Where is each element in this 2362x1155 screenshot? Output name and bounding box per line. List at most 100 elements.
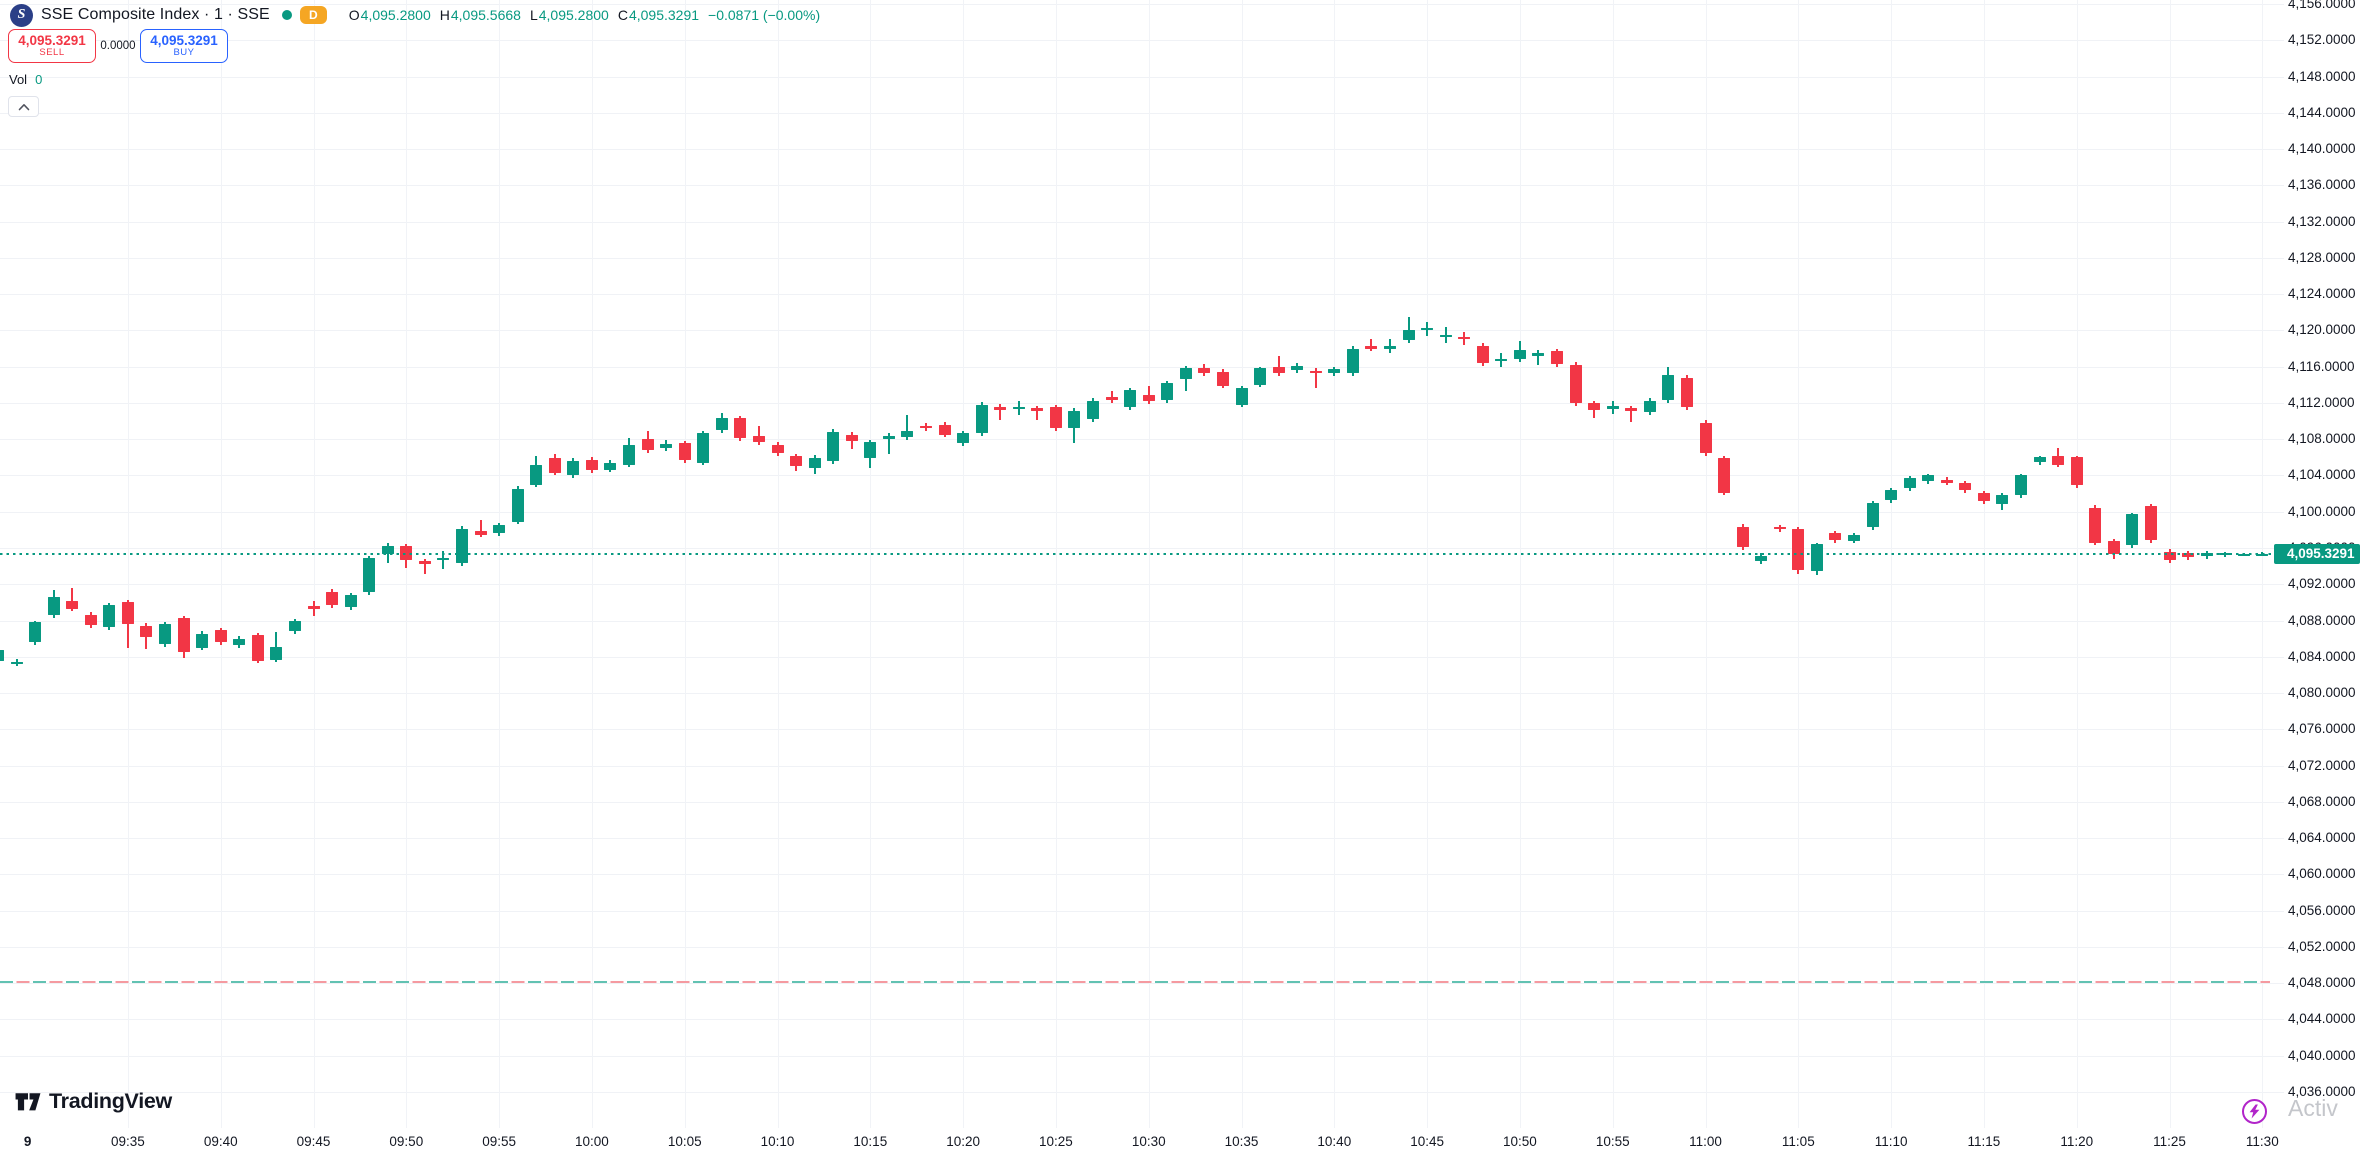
candle-wick: [887, 432, 890, 454]
candle: [140, 625, 153, 637]
candle-wick: [1537, 350, 1540, 365]
price-gridline: [0, 693, 2284, 695]
price-gridline: [0, 475, 2284, 477]
sell-button[interactable]: 4,095.3291 SELL: [8, 29, 96, 63]
open-key: O: [348, 7, 360, 23]
time-tick-label: 10:55: [1595, 1134, 1630, 1149]
price-tick-label: 4,104.0000: [2288, 467, 2356, 483]
time-tick-label: 09:35: [111, 1134, 145, 1149]
tradingview-attribution[interactable]: TradingView: [14, 1088, 172, 1114]
chevron-up-icon: [18, 103, 29, 110]
price-gridline: [0, 112, 2284, 114]
price-tick-label: 4,064.0000: [2288, 830, 2356, 846]
tradingview-wordmark: TradingView: [49, 1088, 172, 1113]
delayed-data-badge[interactable]: D: [299, 6, 327, 24]
candle: [0, 650, 4, 662]
spread-value: 0.0000: [100, 40, 136, 52]
time-tick-label: 10:10: [760, 1134, 795, 1149]
candle: [2144, 506, 2157, 540]
volume-legend: Vol 0: [9, 72, 42, 87]
price-tick-label: 4,148.0000: [2288, 68, 2356, 84]
price-tick-label: 4,072.0000: [2288, 757, 2356, 773]
candle-wick: [906, 414, 909, 441]
candle: [1124, 390, 1137, 408]
price-gridline: [0, 402, 2284, 404]
candle: [1810, 544, 1823, 571]
instant-order-bolt-button[interactable]: [2242, 1099, 2267, 1124]
time-gridline: [1705, 0, 1707, 1128]
time-tick-label: 09:40: [203, 1134, 238, 1149]
time-gridline: [1983, 0, 1985, 1128]
candle: [1439, 334, 1452, 337]
time-tick-label: 11:10: [1874, 1134, 1908, 1149]
time-gridline: [1612, 0, 1614, 1128]
candle: [1866, 502, 1879, 528]
price-gridline: [0, 946, 2284, 948]
price-axis[interactable]: 4,156.0000 4,152.0000 4,148.0000 4,144.0000…: [2270, 0, 2362, 1128]
candle: [1476, 345, 1489, 364]
candle: [1346, 348, 1359, 373]
candle: [1179, 367, 1192, 380]
time-axis[interactable]: 09:35 09:40 09:45 09:50 09:55 10:00 10:05 10:10…: [0, 1128, 2362, 1155]
price-tick-label: 4,036.0000: [2288, 1084, 2356, 1099]
candle: [1049, 407, 1062, 429]
candle: [437, 557, 450, 560]
price-tick-label: 4,116.0000: [2288, 358, 2355, 374]
time-tick-label: 10:30: [1131, 1134, 1166, 1149]
candle: [1216, 372, 1229, 386]
price-gridline: [0, 729, 2284, 731]
candle: [1161, 382, 1174, 401]
time-tick-label: 11:15: [1967, 1134, 2001, 1149]
time-tick-label: 10:50: [1503, 1134, 1537, 1149]
candle: [270, 646, 283, 660]
time-gridline: [870, 0, 872, 1128]
price-gridline: [0, 620, 2284, 622]
price-gridline: [0, 838, 2284, 840]
candle: [1384, 345, 1396, 349]
time-gridline: [1148, 0, 1150, 1128]
price-tick-label: 4,080.0000: [2288, 685, 2356, 701]
candle: [456, 528, 468, 564]
candle: [1031, 408, 1044, 412]
candle-wick: [1314, 368, 1317, 389]
current-price-line: [0, 553, 2274, 556]
candle-wick: [757, 425, 760, 445]
price-tick-label: 4,144.0000: [2288, 104, 2356, 120]
high-value: 4,095.5668: [450, 7, 521, 23]
price-gridline: [0, 330, 2284, 332]
buy-button[interactable]: 4,095.3291 BUY: [140, 29, 228, 63]
candle: [511, 489, 524, 522]
candle: [1996, 494, 2009, 504]
price-tick-label: 4,092.0000: [2288, 576, 2356, 592]
symbol-title[interactable]: SSE Composite Index · 1 · SSE: [41, 6, 270, 23]
price-tick-label: 4,112.0000: [2288, 394, 2355, 410]
candle: [418, 560, 431, 565]
price-tick-label: 4,052.0000: [2288, 938, 2356, 954]
candle: [938, 424, 951, 435]
price-gridline: [0, 511, 2284, 513]
candle: [678, 442, 691, 461]
price-tick-label: 4,156.0000: [2288, 0, 2356, 11]
time-gridline: [2076, 0, 2078, 1128]
candle: [1235, 388, 1248, 405]
trade-panel: 4,095.3291 SELL 0.0000 4,095.3291 BUY: [8, 29, 228, 63]
candle: [1903, 478, 1916, 489]
candle: [1588, 402, 1601, 411]
candle: [196, 634, 209, 648]
price-gridline: [0, 40, 2284, 42]
time-gridline: [499, 0, 501, 1128]
candle: [1773, 527, 1786, 530]
candle-wick: [479, 519, 482, 538]
high-key: H: [439, 7, 450, 23]
price-tick-label: 4,124.0000: [2288, 286, 2356, 302]
collapse-legend-button[interactable]: [8, 96, 39, 117]
candle: [493, 525, 506, 534]
candle: [585, 460, 598, 471]
candle: [1569, 364, 1582, 403]
price-gridline: [0, 366, 2284, 368]
market-status-dot: [281, 10, 292, 20]
time-tick-label: 10:15: [853, 1134, 888, 1149]
buy-label: BUY: [173, 47, 195, 59]
candle: [2070, 457, 2083, 486]
